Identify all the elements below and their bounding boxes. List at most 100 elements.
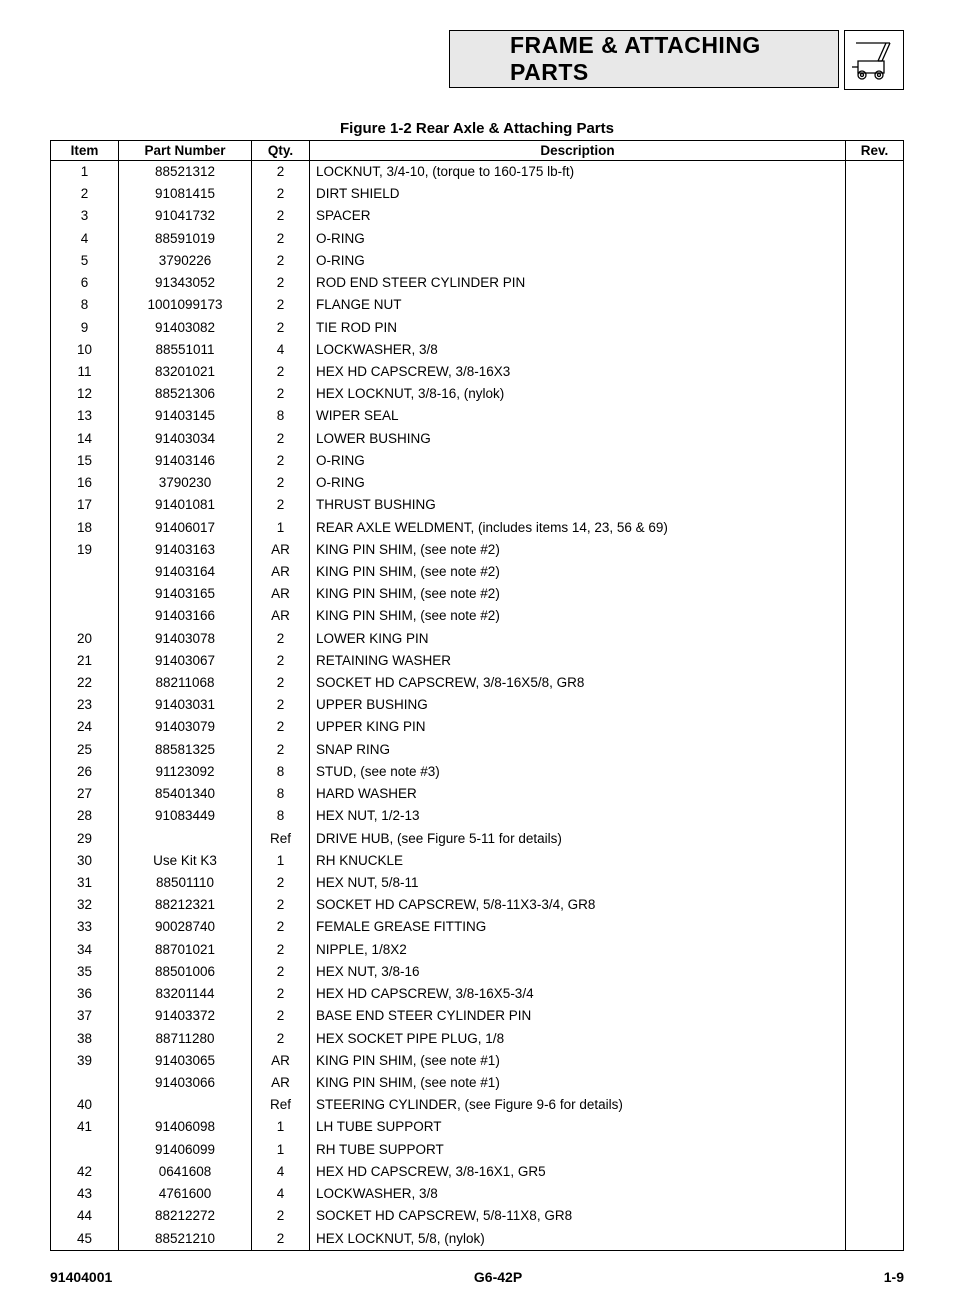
cell [846,1139,904,1161]
cell: 2 [252,716,310,738]
cell: 8 [252,405,310,427]
table-header: Item Part Number Qty. Description Rev. [51,141,904,161]
cell: STEERING CYLINDER, (see Figure 9-6 for d… [310,1094,846,1116]
cell: 2 [252,161,310,184]
cell: 90028740 [119,916,252,938]
cell: O-RING [310,228,846,250]
cell: 2 [252,672,310,694]
footer-right: 1-9 [884,1269,904,1285]
cell: 1 [252,517,310,539]
cell: 2 [252,450,310,472]
cell: FEMALE GREASE FITTING [310,916,846,938]
cell: O-RING [310,450,846,472]
table-row: 24914030792UPPER KING PIN [51,716,904,738]
cell: 42 [51,1161,119,1183]
cell [846,894,904,916]
cell: HEX HD CAPSCREW, 3/8-16X3 [310,361,846,383]
cell: KING PIN SHIM, (see note #1) [310,1072,846,1094]
cell: 28 [51,805,119,827]
cell [846,272,904,294]
cell: HEX HD CAPSCREW, 3/8-16X1, GR5 [310,1161,846,1183]
cell: LH TUBE SUPPORT [310,1116,846,1138]
cell: 88591019 [119,228,252,250]
table-row: 11832010212HEX HD CAPSCREW, 3/8-16X3 [51,361,904,383]
cell: 91123092 [119,761,252,783]
table-row: 30Use Kit K31RH KNUCKLE [51,850,904,872]
table-row: 4885910192O-RING [51,228,904,250]
cell: 8 [252,761,310,783]
cell [846,1005,904,1027]
cell: 2 [252,294,310,316]
cell [846,872,904,894]
cell: LOWER BUSHING [310,428,846,450]
cell: SOCKET HD CAPSCREW, 3/8-16X5/8, GR8 [310,672,846,694]
cell: 1 [252,1116,310,1138]
cell: KING PIN SHIM, (see note #2) [310,539,846,561]
cell: 41 [51,1116,119,1138]
cell: 3790226 [119,250,252,272]
cell: 91083449 [119,805,252,827]
cell: 2 [252,317,310,339]
cell: 2 [252,1005,310,1027]
cell: 2 [252,872,310,894]
cell: 91403078 [119,628,252,650]
cell: 19 [51,539,119,561]
cell [846,1183,904,1205]
cell: 2 [252,894,310,916]
cell: 3 [51,205,119,227]
cell: 18 [51,517,119,539]
cell: 2 [252,383,310,405]
table-row: 91403165ARKING PIN SHIM, (see note #2) [51,583,904,605]
cell: WIPER SEAL [310,405,846,427]
cell [846,361,904,383]
section-title: FRAME & ATTACHING PARTS [510,32,818,86]
cell: 83201021 [119,361,252,383]
cell [846,783,904,805]
table-row: 33900287402FEMALE GREASE FITTING [51,916,904,938]
cell: AR [252,539,310,561]
cell [846,1116,904,1138]
cell [846,850,904,872]
table-row: 45885212102HEX LOCKNUT, 5/8, (nylok) [51,1228,904,1251]
cell: STUD, (see note #3) [310,761,846,783]
cell [846,1050,904,1072]
table-row: 1885213122LOCKNUT, 3/4-10, (torque to 16… [51,161,904,184]
cell: 88551011 [119,339,252,361]
table-row: 38887112802HEX SOCKET PIPE PLUG, 1/8 [51,1028,904,1050]
cell: 15 [51,450,119,472]
cell: UPPER BUSHING [310,694,846,716]
cell: 91401081 [119,494,252,516]
cell: AR [252,1072,310,1094]
cell: 2 [252,916,310,938]
cell [846,450,904,472]
cell: 2 [252,961,310,983]
cell: 91403031 [119,694,252,716]
table-row: 20914030782LOWER KING PIN [51,628,904,650]
cell: 91406099 [119,1139,252,1161]
cell: 2 [252,272,310,294]
parts-table: Item Part Number Qty. Description Rev. 1… [50,140,904,1251]
cell: 40 [51,1094,119,1116]
cell: DRIVE HUB, (see Figure 5-11 for details) [310,828,846,850]
cell: 2 [252,205,310,227]
cell: 88521306 [119,383,252,405]
footer-center: G6-42P [474,1269,522,1285]
cell: HEX SOCKET PIPE PLUG, 1/8 [310,1028,846,1050]
cell [846,805,904,827]
cell: 91403034 [119,428,252,450]
cell: 37 [51,1005,119,1027]
cell: 4 [252,1183,310,1205]
table-row: 17914010812THRUST BUSHING [51,494,904,516]
cell: 17 [51,494,119,516]
cell: 2 [252,694,310,716]
table-row: 3910417322SPACER [51,205,904,227]
cell: 12 [51,383,119,405]
cell: 2 [252,494,310,516]
cell [846,494,904,516]
cell [846,828,904,850]
table-row: 26911230928STUD, (see note #3) [51,761,904,783]
cell: AR [252,605,310,627]
col-part-number: Part Number [119,141,252,161]
cell [846,561,904,583]
cell: 1001099173 [119,294,252,316]
